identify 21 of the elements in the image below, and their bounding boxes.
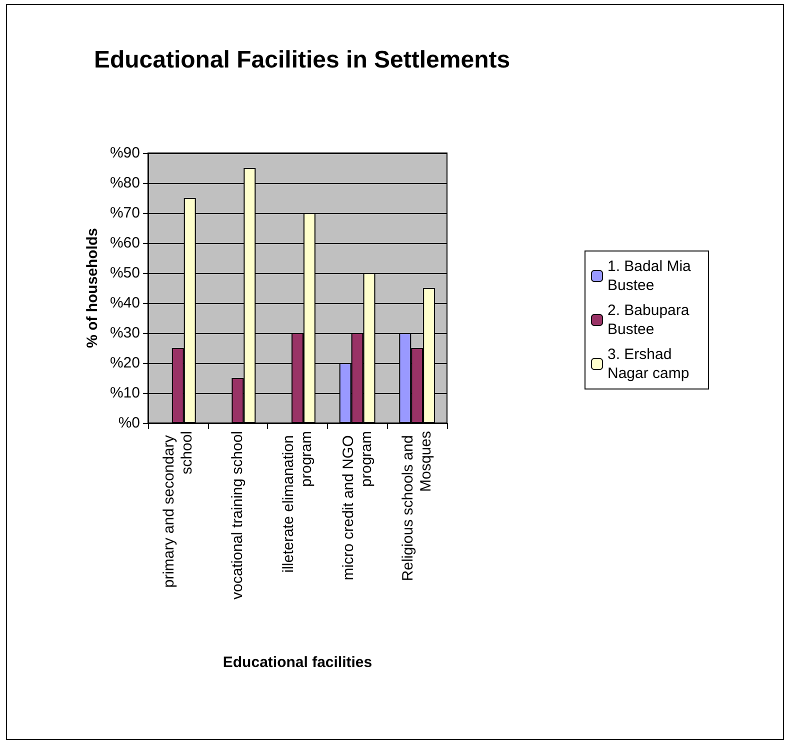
x-axis-title: Educational facilities	[222, 654, 372, 671]
y-tick-label: %70	[110, 204, 140, 222]
x-tick-label: Religious schools and Mosques	[400, 431, 435, 582]
y-tick-label: %0	[118, 414, 140, 432]
y-tick-label: %30	[110, 324, 140, 342]
y-tick-label: %10	[110, 384, 140, 402]
y-tick-label: %20	[110, 354, 140, 372]
legend-label: 2. Babupara Bustee	[608, 302, 694, 338]
x-tick-label: micro credit and NGO program	[340, 431, 375, 580]
legend-label: 1. Badal Mia Bustee	[608, 258, 696, 294]
x-tick-label: vocational training school	[229, 431, 246, 600]
x-tick-label: illeterate elimanation program	[280, 431, 315, 573]
y-axis-title: % of households	[84, 228, 101, 348]
y-tick-label: %50	[110, 264, 140, 282]
y-tick-label: %40	[110, 294, 140, 312]
x-tick-label: primary and secondary school	[160, 431, 196, 588]
y-tick-label: %80	[110, 174, 140, 192]
y-tick-label: %90	[110, 144, 140, 162]
y-tick-label: %60	[110, 234, 140, 252]
chart-title: Educational Facilities in Settlements	[94, 46, 510, 74]
legend-label: 3. Ershad Nagar camp	[608, 346, 690, 382]
